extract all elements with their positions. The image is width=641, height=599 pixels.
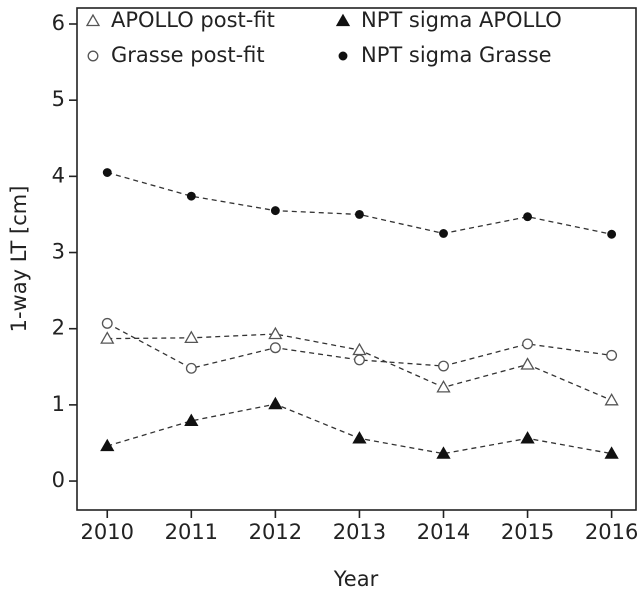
marker	[102, 168, 112, 177]
marker	[522, 338, 534, 350]
marker	[184, 413, 199, 427]
series-line	[107, 171, 612, 235]
marker	[269, 342, 281, 354]
marker	[268, 396, 283, 410]
marker	[436, 446, 451, 459]
marker	[439, 229, 448, 238]
plot-frame	[76, 7, 637, 511]
x-tick-label: 2013	[333, 520, 386, 544]
marker	[354, 209, 364, 219]
marker	[606, 349, 618, 361]
marker	[185, 362, 197, 374]
marker	[353, 354, 365, 366]
y-tick-label: 2	[52, 316, 65, 340]
marker	[335, 13, 351, 27]
legend-label: NPT sigma Grasse	[361, 43, 552, 67]
x-tick-label: 2016	[585, 520, 638, 544]
marker	[338, 51, 348, 61]
marker	[100, 331, 115, 344]
marker	[270, 206, 280, 216]
y-tick-label: 3	[52, 240, 65, 264]
x-tick-label: 2015	[501, 520, 554, 544]
marker	[352, 431, 367, 444]
marker	[186, 191, 196, 201]
marker	[184, 330, 199, 343]
marker	[436, 380, 451, 393]
marker	[101, 317, 113, 329]
series-line	[107, 403, 612, 455]
y-tick-label: 4	[52, 163, 65, 187]
legend-label: APOLLO post-fit	[111, 8, 275, 32]
x-tick-label: 2011	[165, 520, 218, 544]
marker	[520, 357, 535, 370]
marker	[520, 431, 535, 444]
x-tick-label: 2012	[249, 520, 302, 544]
legend-label: Grasse post-fit	[111, 43, 265, 67]
marker	[87, 50, 99, 62]
x-tick-label: 2014	[417, 520, 470, 544]
marker	[85, 13, 101, 27]
x-tick-label: 2010	[81, 520, 134, 544]
x-axis-label: Year	[333, 567, 379, 591]
y-tick-label: 0	[52, 468, 65, 492]
y-tick-label: 5	[52, 87, 65, 111]
marker	[604, 392, 619, 406]
marker	[438, 360, 449, 372]
y-tick-label: 6	[52, 11, 65, 35]
y-axis-label: 1-way LT [cm]	[7, 186, 31, 333]
marker	[352, 342, 367, 356]
marker	[607, 229, 617, 239]
marker	[100, 438, 115, 452]
y-tick-label: 1	[52, 392, 65, 416]
marker	[523, 212, 533, 222]
marker	[268, 326, 283, 340]
marker	[604, 446, 619, 459]
legend-label: NPT sigma APOLLO	[361, 8, 562, 32]
